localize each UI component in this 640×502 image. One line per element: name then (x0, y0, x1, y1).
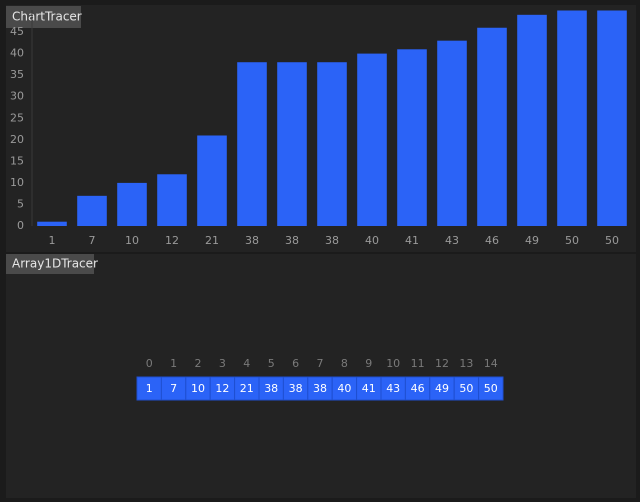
x-tick-label: 7 (89, 234, 96, 247)
bar (517, 14, 547, 227)
y-tick-label: 10 (10, 176, 24, 189)
x-tick-label: 10 (125, 234, 139, 247)
array-value: 12 (215, 382, 229, 395)
bar (317, 62, 347, 226)
array-value: 50 (459, 382, 473, 395)
array-index: 9 (365, 357, 372, 370)
array-value: 49 (435, 382, 449, 395)
array-index: 7 (317, 357, 324, 370)
array-value: 7 (170, 382, 177, 395)
bar (197, 135, 227, 226)
bar (77, 195, 107, 226)
array-value: 50 (484, 382, 498, 395)
y-tick-label: 5 (17, 197, 24, 210)
x-tick-label: 50 (605, 234, 619, 247)
x-tick-label: 41 (405, 234, 419, 247)
array-index: 12 (435, 357, 449, 370)
bar (397, 49, 427, 226)
y-tick-label: 40 (10, 47, 24, 60)
array-value: 40 (337, 382, 351, 395)
array-panel-title: Array1DTracer (12, 257, 98, 271)
array-index: 11 (411, 357, 425, 370)
x-tick-label: 38 (245, 234, 259, 247)
array-value: 1 (146, 382, 153, 395)
x-tick-label: 40 (365, 234, 379, 247)
array-index: 6 (292, 357, 299, 370)
x-tick-label: 50 (565, 234, 579, 247)
y-tick-label: 25 (10, 111, 24, 124)
array-index: 4 (243, 357, 250, 370)
array-value: 46 (411, 382, 425, 395)
y-tick-label: 30 (10, 90, 24, 103)
array-index: 10 (386, 357, 400, 370)
bar (277, 62, 307, 226)
y-tick-label: 20 (10, 133, 24, 146)
x-tick-label: 38 (285, 234, 299, 247)
bar (477, 27, 507, 226)
array-index: 2 (195, 357, 202, 370)
array-index: 14 (484, 357, 498, 370)
array-value: 38 (313, 382, 327, 395)
array-index: 8 (341, 357, 348, 370)
x-tick-label: 46 (485, 234, 499, 247)
array-value: 43 (386, 382, 400, 395)
bar (597, 10, 627, 226)
x-tick-label: 38 (325, 234, 339, 247)
y-tick-label: 0 (17, 219, 24, 232)
y-tick-label: 15 (10, 154, 24, 167)
x-tick-label: 49 (525, 234, 539, 247)
array-value: 10 (191, 382, 205, 395)
y-tick-label: 35 (10, 68, 24, 81)
y-tick-label: 45 (10, 25, 24, 38)
x-tick-label: 1 (49, 234, 56, 247)
x-tick-label: 12 (165, 234, 179, 247)
array-panel (6, 254, 636, 498)
x-tick-label: 43 (445, 234, 459, 247)
bar (157, 174, 187, 226)
bar (557, 10, 587, 226)
bar (357, 53, 387, 226)
array-index: 13 (459, 357, 473, 370)
bar (437, 40, 467, 226)
array-cell (478, 376, 504, 401)
array-index: 0 (146, 357, 153, 370)
array-index: 5 (268, 357, 275, 370)
array-value: 38 (289, 382, 303, 395)
array-panel-tab (6, 254, 94, 274)
bar (117, 182, 147, 226)
bar (37, 221, 67, 226)
array-value: 41 (362, 382, 376, 395)
chart-panel-title: ChartTracer (12, 10, 82, 24)
array-value: 38 (264, 382, 278, 395)
array-value: 21 (240, 382, 254, 395)
bar (237, 62, 267, 226)
x-tick-label: 21 (205, 234, 219, 247)
chart-panel-tab (6, 6, 81, 28)
array-index: 1 (170, 357, 177, 370)
array-index: 3 (219, 357, 226, 370)
